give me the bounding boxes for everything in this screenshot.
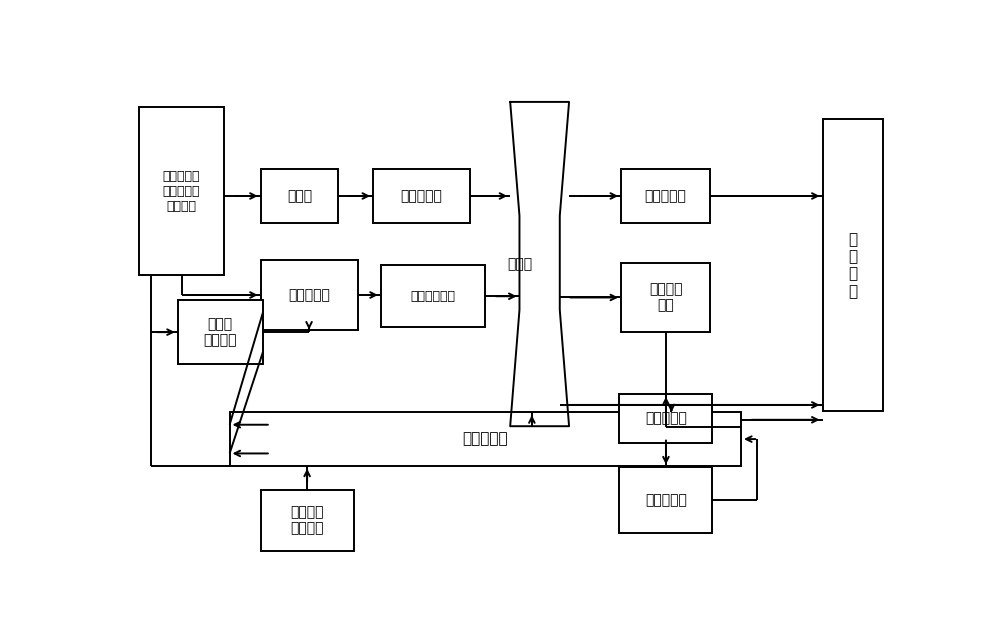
Bar: [373, 168, 470, 223]
Text: 吸附床: 吸附床: [508, 257, 533, 271]
Bar: [619, 394, 712, 442]
Bar: [619, 467, 712, 532]
Bar: [178, 300, 263, 365]
Text: 第二阻火器: 第二阻火器: [645, 412, 687, 425]
Text: 吸附主风机: 吸附主风机: [645, 189, 686, 203]
Bar: [139, 107, 224, 275]
Bar: [381, 266, 485, 327]
Text: 第一阻火器: 第一阻火器: [400, 189, 442, 203]
Bar: [621, 263, 710, 332]
Text: 脱附管道
新风进口: 脱附管道 新风进口: [290, 505, 324, 536]
Text: 催化燃烧床: 催化燃烧床: [645, 493, 687, 507]
Text: 过滤器: 过滤器: [287, 189, 312, 203]
Bar: [822, 119, 883, 412]
Text: 混流换热器: 混流换热器: [288, 288, 330, 302]
Polygon shape: [510, 102, 569, 426]
Bar: [261, 489, 354, 552]
Text: 脱附循环
风机: 脱附循环 风机: [649, 282, 682, 312]
Bar: [261, 168, 338, 223]
Bar: [621, 168, 710, 223]
Text: 脱附电加热器: 脱附电加热器: [411, 290, 456, 303]
Text: 工业可挥发
有机污染物
的废气源: 工业可挥发 有机污染物 的废气源: [163, 170, 200, 213]
Text: 板式换热器: 板式换热器: [463, 431, 508, 447]
Text: 吸附床
加热风机: 吸附床 加热风机: [204, 317, 237, 347]
Bar: [261, 260, 358, 330]
Text: 排
入
大
气: 排 入 大 气: [848, 231, 857, 299]
Bar: [230, 412, 741, 466]
